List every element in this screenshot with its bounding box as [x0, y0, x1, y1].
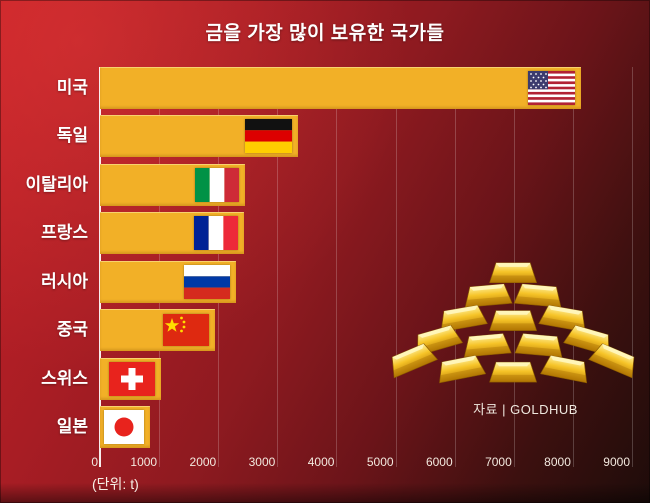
gridline: [336, 67, 338, 467]
bar-row: [100, 309, 632, 351]
gridline: [572, 67, 574, 467]
bar-row: [100, 261, 632, 303]
bar-japan: [100, 406, 150, 448]
bar-row: [100, 358, 632, 400]
bar-russia: [100, 261, 236, 303]
gridline: [395, 67, 397, 467]
bar-germany: [100, 115, 299, 157]
bar-row: [100, 164, 632, 206]
tick-label: 1000: [130, 455, 158, 469]
tick-label: 8000: [544, 455, 571, 469]
category-label-germany: 독일: [56, 126, 88, 145]
tick-label: 0: [91, 455, 98, 469]
tick-label: 2000: [189, 455, 217, 469]
bar-italy: [100, 164, 245, 206]
bar-row: [100, 212, 632, 254]
category-label-russia: 러시아: [41, 272, 88, 291]
tick-label: 5000: [366, 455, 394, 469]
gridline: [632, 67, 633, 467]
japan-flag-icon: [104, 410, 144, 444]
tick-label: 9000: [603, 455, 630, 469]
x-axis-ticks: 0 1000 2000 3000 4000 5000 6000 7000 800…: [91, 455, 632, 471]
bar-usa: [100, 67, 581, 109]
category-label-usa: 미국: [56, 78, 88, 97]
gridline: [277, 67, 279, 467]
russia-flag-icon: [183, 265, 230, 299]
bar-row: [100, 406, 632, 448]
italy-flag-icon: [194, 168, 239, 202]
category-labels: 미국 독일 이탈리아 프랑스 러시아 중국 스위스 일본: [0, 67, 90, 467]
france-flag-icon: [193, 216, 238, 250]
category-label-japan: 일본: [56, 417, 88, 436]
unit-label: (단위: t): [92, 476, 139, 492]
gold-ingots-pyramid-image: [385, 262, 641, 384]
tick-label: 3000: [248, 455, 276, 469]
category-label-italy: 이탈리아: [25, 175, 88, 194]
bar-row: [100, 67, 632, 109]
source-credit: 자료 | GOLDHUB: [473, 402, 578, 417]
germany-flag-icon: [245, 119, 293, 153]
chart-title: 금을 가장 많이 보유한 국가들: [205, 23, 445, 44]
switzerland-flag-icon: [109, 362, 156, 396]
category-label-china: 중국: [56, 320, 88, 339]
bar-switzerland: [100, 358, 162, 400]
category-label-switzerland: 스위스: [41, 369, 88, 388]
tick-label: 7000: [485, 455, 512, 469]
bar-china: [100, 309, 216, 351]
category-label-france: 프랑스: [41, 223, 88, 242]
plot-area: 0 1000 2000 3000 4000 5000 6000 7000 800…: [91, 67, 633, 469]
bar-france: [100, 212, 244, 254]
tick-label: 6000: [425, 455, 453, 469]
tick-label: 4000: [307, 455, 335, 469]
gridline: [454, 67, 456, 467]
us-flag-icon: [527, 71, 575, 105]
china-flag-icon: [163, 314, 210, 346]
bar-row: [100, 115, 632, 157]
